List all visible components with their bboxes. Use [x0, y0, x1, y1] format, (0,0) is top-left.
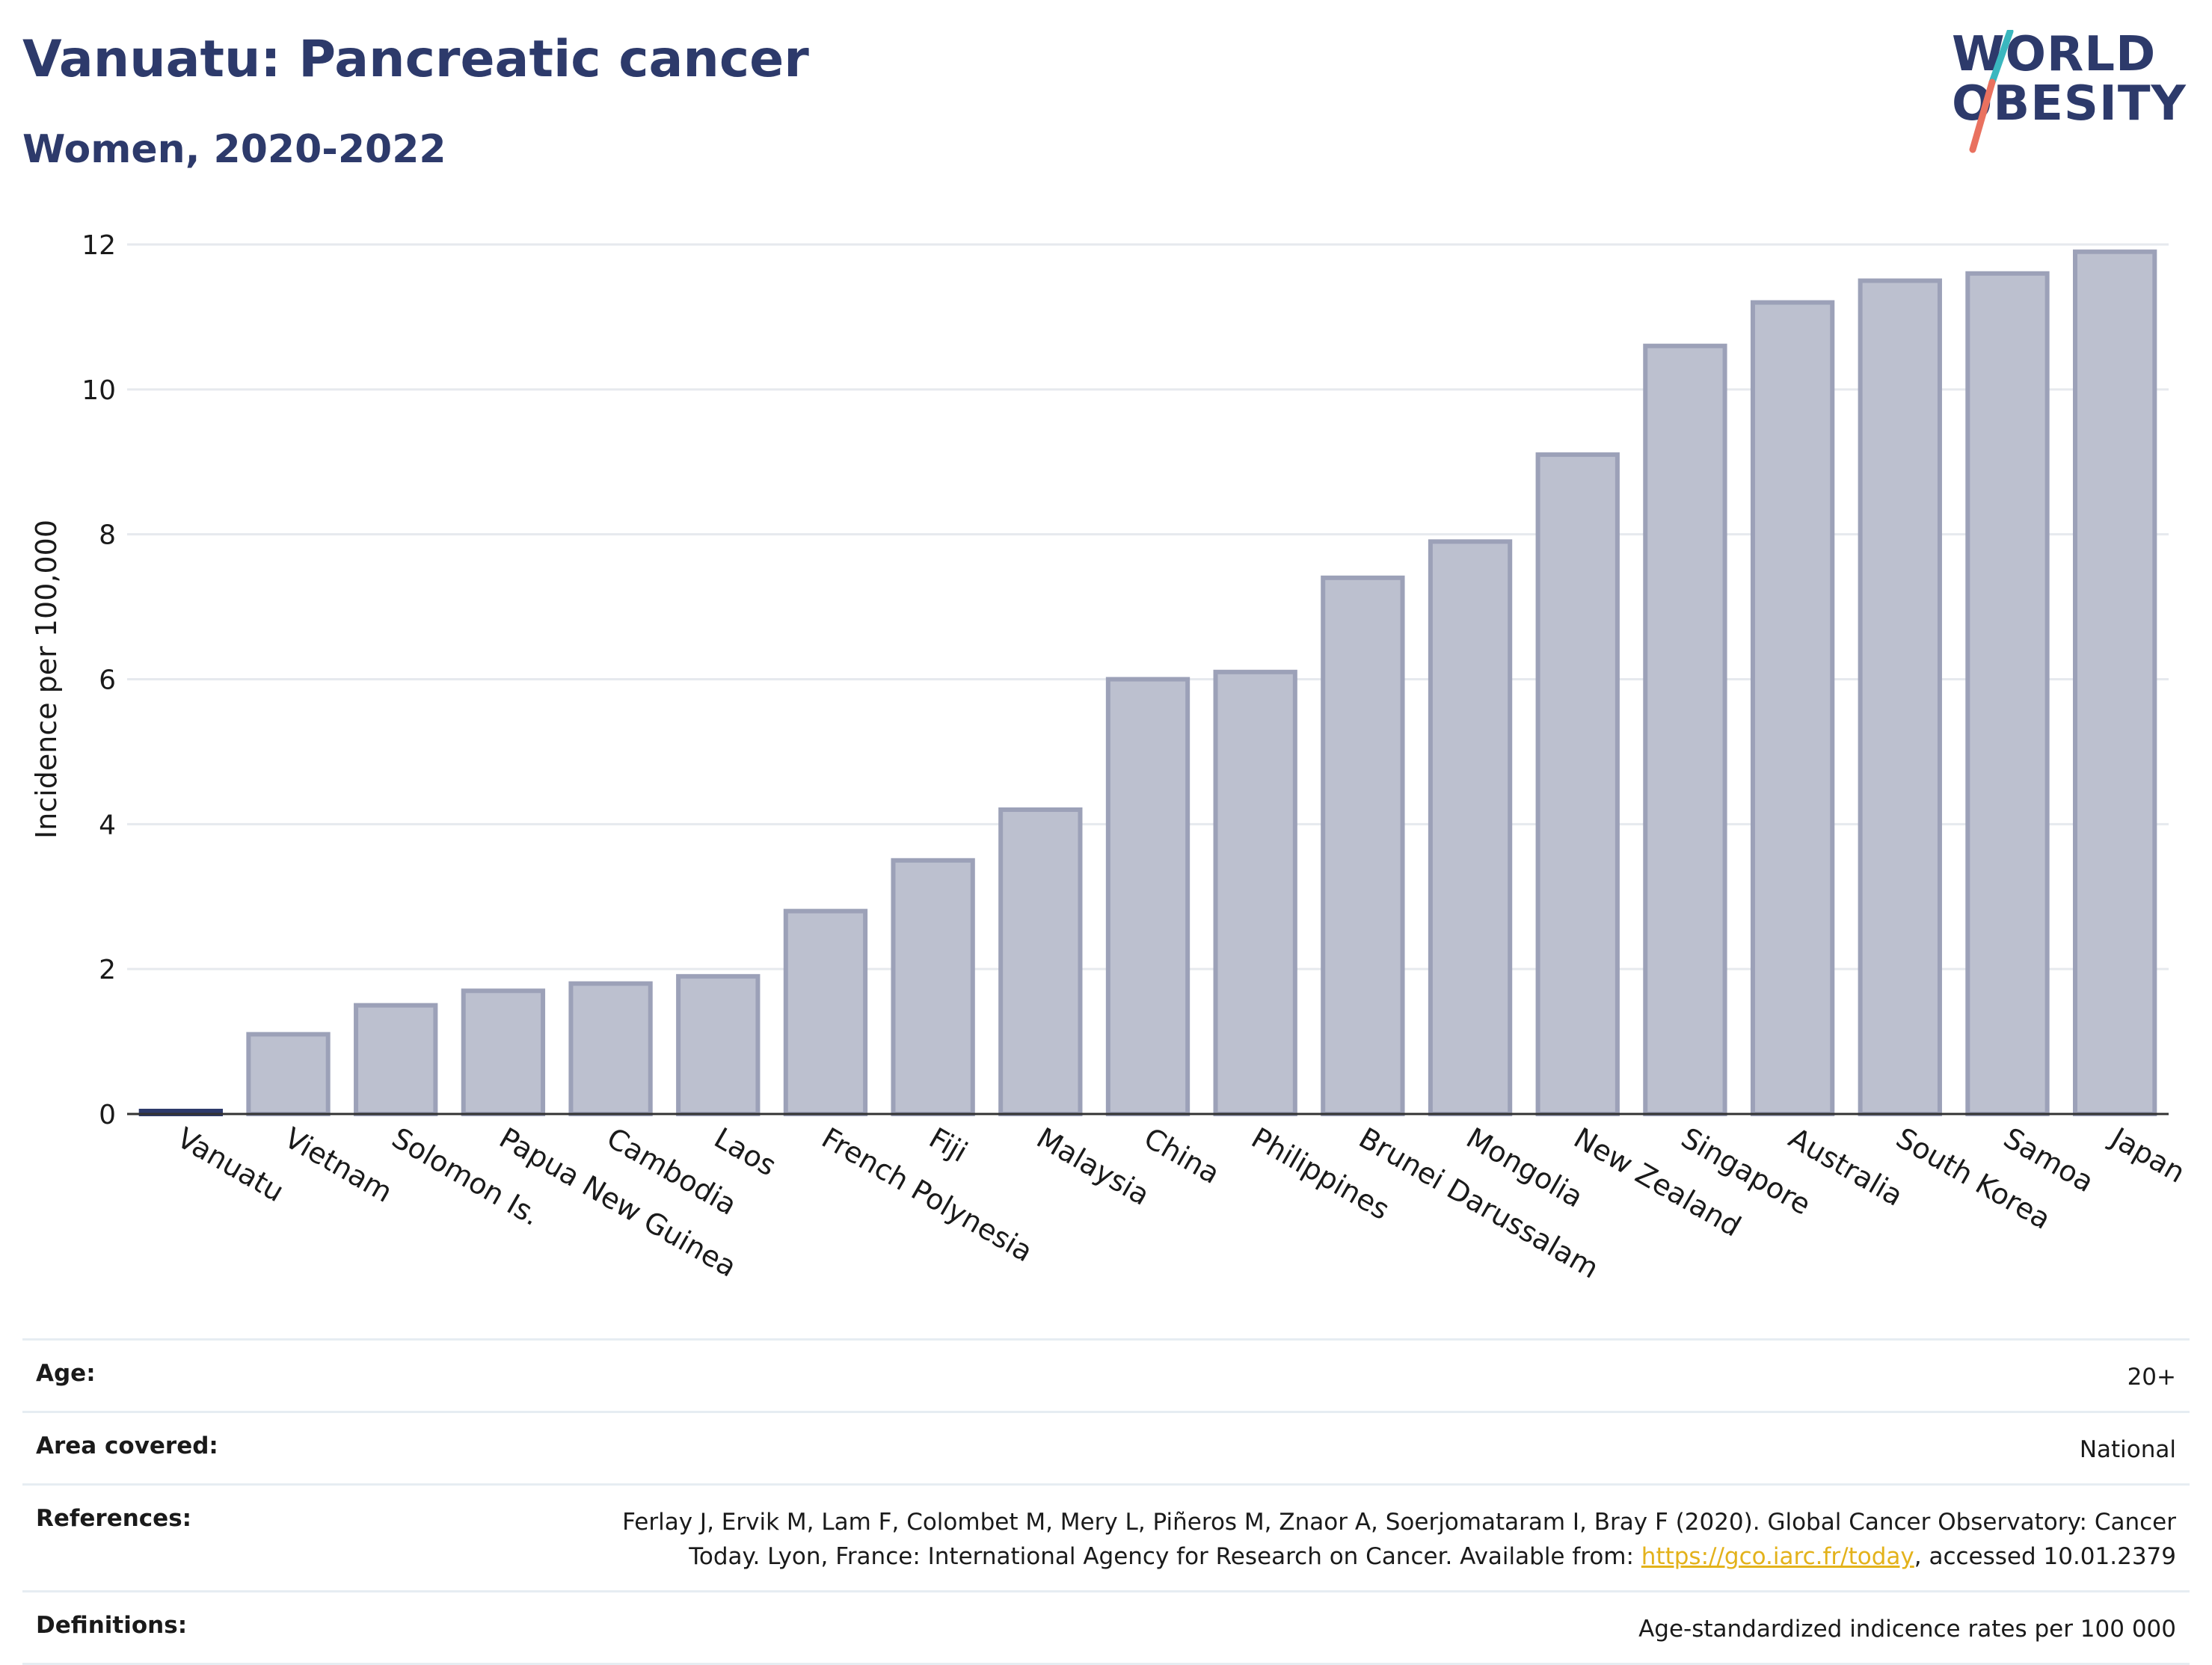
- x-tick-label: Laos: [709, 1121, 782, 1183]
- chart-title: Vanuatu: Pancreatic cancer: [22, 30, 809, 89]
- bar-japan: [2072, 249, 2157, 1117]
- info-row-area: Area covered: National: [22, 1411, 2190, 1483]
- info-label-definitions: Definitions:: [36, 1612, 188, 1639]
- y-tick-label: 12: [82, 230, 116, 261]
- info-value-definitions: Age-standardized indicence rates per 100…: [1638, 1616, 2176, 1643]
- info-value-age: 20+: [2127, 1364, 2176, 1391]
- bar-malaysia: [998, 807, 1083, 1116]
- bar-cambodia: [568, 981, 653, 1117]
- world-obesity-logo: WORLD OBESITY: [1952, 30, 2199, 164]
- x-tick-label: Malaysia: [1031, 1121, 1155, 1212]
- info-row-references: References: Ferlay J, Ervik M, Lam F, Co…: [22, 1483, 2190, 1590]
- info-value-area: National: [2079, 1436, 2176, 1463]
- y-tick-label: 4: [99, 810, 116, 840]
- bar-brunei-darussalam: [1321, 575, 1405, 1116]
- logo-slash-icon: [1969, 30, 2014, 153]
- bar-fiji: [891, 858, 975, 1117]
- y-tick-label: 10: [82, 375, 116, 406]
- references-accessed: , accessed 10.01.2379: [1914, 1543, 2176, 1570]
- x-tick-label: Vietnam: [279, 1121, 398, 1209]
- x-tick-label: Fiji: [924, 1121, 973, 1169]
- info-label-age: Age:: [36, 1360, 96, 1387]
- logo-slash-bottom: [1969, 79, 1996, 153]
- bar-south-korea: [1858, 278, 1942, 1116]
- bar-french-polynesia: [783, 908, 868, 1117]
- y-axis-label: Incidence per 100,000: [30, 520, 63, 839]
- y-tick-label: 2: [99, 955, 116, 985]
- bar-new-zealand: [1535, 452, 1620, 1116]
- references-text: Ferlay J, Ervik M, Lam F, Colombet M, Me…: [622, 1509, 2176, 1570]
- bar-papua-new-guinea: [461, 988, 546, 1117]
- bar-solomon-is: [354, 1003, 438, 1116]
- y-tick-label: 6: [99, 665, 116, 696]
- info-label-area: Area covered:: [36, 1432, 218, 1459]
- info-row-definitions: Definitions: Age-standardized indicence …: [22, 1590, 2190, 1665]
- bar-laos: [676, 973, 761, 1116]
- x-tick-label: China: [1139, 1121, 1226, 1190]
- chart-subtitle: Women, 2020-2022: [22, 127, 446, 172]
- logo-word-world: WORLD: [1952, 27, 2157, 82]
- bar-samoa: [1965, 271, 2050, 1116]
- x-tick-label: Japan: [2104, 1121, 2191, 1189]
- y-tick-label: 8: [99, 520, 116, 551]
- bar-mongolia: [1428, 539, 1513, 1116]
- info-label-references: References:: [36, 1505, 192, 1532]
- bars: [138, 249, 2157, 1117]
- y-tick-label: 0: [99, 1100, 116, 1130]
- bar-singapore: [1643, 343, 1727, 1116]
- info-row-age: Age: 20+: [22, 1338, 2190, 1411]
- bar-australia: [1750, 300, 1835, 1117]
- bar-vietnam: [246, 1032, 331, 1117]
- y-axis-ticks: 0 2 4 6 8 10 12: [82, 230, 116, 1130]
- bar-china: [1105, 677, 1191, 1116]
- bar-philippines: [1213, 669, 1297, 1116]
- logo-slash-top: [1988, 30, 2014, 86]
- x-tick-label: Vanuatu: [171, 1121, 289, 1208]
- info-value-references: Ferlay J, Ervik M, Lam F, Colombet M, Me…: [621, 1505, 2176, 1574]
- references-link[interactable]: https://gco.iarc.fr/today: [1641, 1543, 1914, 1570]
- info-table: Age: 20+ Area covered: National Referenc…: [22, 1338, 2190, 1665]
